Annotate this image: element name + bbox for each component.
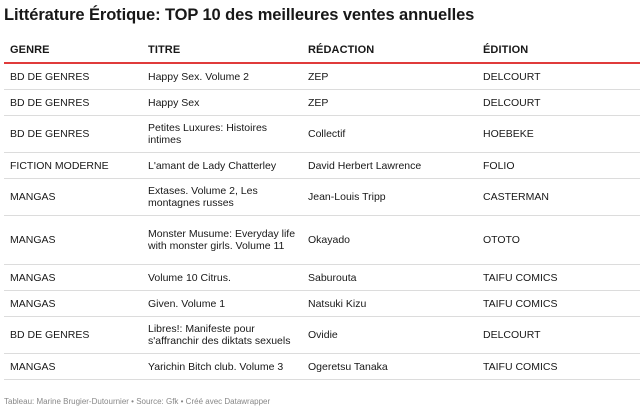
table-body: BD DE GENRES Happy Sex. Volume 2 ZEP DELCOU… [4, 64, 640, 380]
table-header: GENRE TITRE RÉDACTION ÉDITION [4, 38, 640, 64]
cell-genre: BD DE GENRES [10, 329, 90, 341]
table-row: BD DE GENRES Happy Sex. Volume 2 ZEP DELCOU… [4, 64, 640, 90]
cell-genre: MANGAS [10, 297, 56, 310]
cell-edition: FOLIO [483, 159, 515, 172]
table-row: MANGAS Volume 10 Citrus. Saburouta TAIFU CO… [4, 265, 640, 291]
cell-genre: BD DE GENRES [10, 70, 90, 83]
cell-edition: DELCOURT [483, 329, 541, 341]
cell-edition: DELCOURT [483, 96, 541, 109]
cell-edition: DELCOURT [483, 70, 541, 83]
cell-genre: BD DE GENRES [10, 128, 90, 140]
cell-redaction: ZEP [308, 96, 329, 109]
cell-genre: MANGAS [10, 271, 56, 284]
cell-genre: BD DE GENRES [10, 96, 90, 109]
cell-redaction: Okayado [308, 234, 351, 246]
cell-titre: Libres!: Manifeste pour s'affranchir des… [148, 323, 291, 347]
cell-titre: Petites Luxures: Histoires intimes [148, 122, 268, 146]
cell-titre: Volume 10 Citrus. [148, 271, 231, 284]
cell-redaction: Ogeretsu Tanaka [308, 360, 388, 373]
cell-edition: HOEBEKE [483, 128, 534, 140]
footer-credits: Tableau: Marine Brugier-Dutournier • Sou… [4, 397, 271, 406]
cell-titre: L'amant de Lady Chatterley [148, 159, 277, 172]
cell-edition: TAIFU COMICS [483, 297, 558, 310]
header-genre[interactable]: GENRE [10, 44, 50, 56]
header-edition[interactable]: ÉDITION [483, 44, 529, 56]
cell-titre: Monster Musume: Everyday life with monst… [148, 228, 296, 252]
table-row: FICTION MODERNE L'amant de Lady Chatterle… [4, 153, 640, 179]
table-row: BD DE GENRES Petites Luxures: Histoires i… [4, 116, 640, 153]
header-redaction[interactable]: RÉDACTION [308, 44, 375, 56]
cell-edition: TAIFU COMICS [483, 271, 558, 284]
cell-edition: TAIFU COMICS [483, 360, 558, 373]
table-row: MANGAS Monster Musume: Everyday life with… [4, 216, 640, 265]
cell-redaction: Ovidie [308, 329, 338, 341]
cell-redaction: Jean-Louis Tripp [308, 191, 386, 203]
cell-edition: CASTERMAN [483, 191, 549, 203]
table-row: BD DE GENRES Happy Sex ZEP DELCOURT [4, 90, 640, 116]
cell-genre: MANGAS [10, 234, 56, 246]
table-row: BD DE GENRES Libres!: Manifeste pour s'af… [4, 317, 640, 354]
cell-genre: FICTION MODERNE [10, 159, 109, 172]
cell-titre: Happy Sex [148, 96, 200, 109]
cell-genre: MANGAS [10, 191, 56, 203]
cell-redaction: ZEP [308, 70, 329, 83]
cell-redaction: Saburouta [308, 271, 357, 284]
header-titre[interactable]: TITRE [148, 44, 181, 56]
cell-redaction: Natsuki Kizu [308, 297, 367, 310]
bestsellers-table: GENRE TITRE RÉDACTION ÉDITION BD DE GENR… [4, 38, 640, 380]
table-row: MANGAS Extases. Volume 2, Les montagnes r… [4, 179, 640, 216]
cell-titre: Yarichin Bitch club. Volume 3 [148, 360, 284, 373]
table-row: MANGAS Yarichin Bitch club. Volume 3 Ogere… [4, 354, 640, 380]
cell-titre: Extases. Volume 2, Les montagnes russes [148, 185, 258, 209]
cell-redaction: David Herbert Lawrence [308, 159, 422, 172]
cell-redaction: Collectif [308, 128, 346, 140]
table-row: MANGAS Given. Volume 1 Natsuki Kizu TAIFU C… [4, 291, 640, 317]
cell-titre: Given. Volume 1 [148, 297, 226, 310]
table-title: Littérature Érotique: TOP 10 des meilleu… [4, 6, 475, 24]
cell-genre: MANGAS [10, 360, 56, 373]
cell-edition: OTOTO [483, 234, 520, 246]
cell-titre: Happy Sex. Volume 2 [148, 70, 249, 83]
